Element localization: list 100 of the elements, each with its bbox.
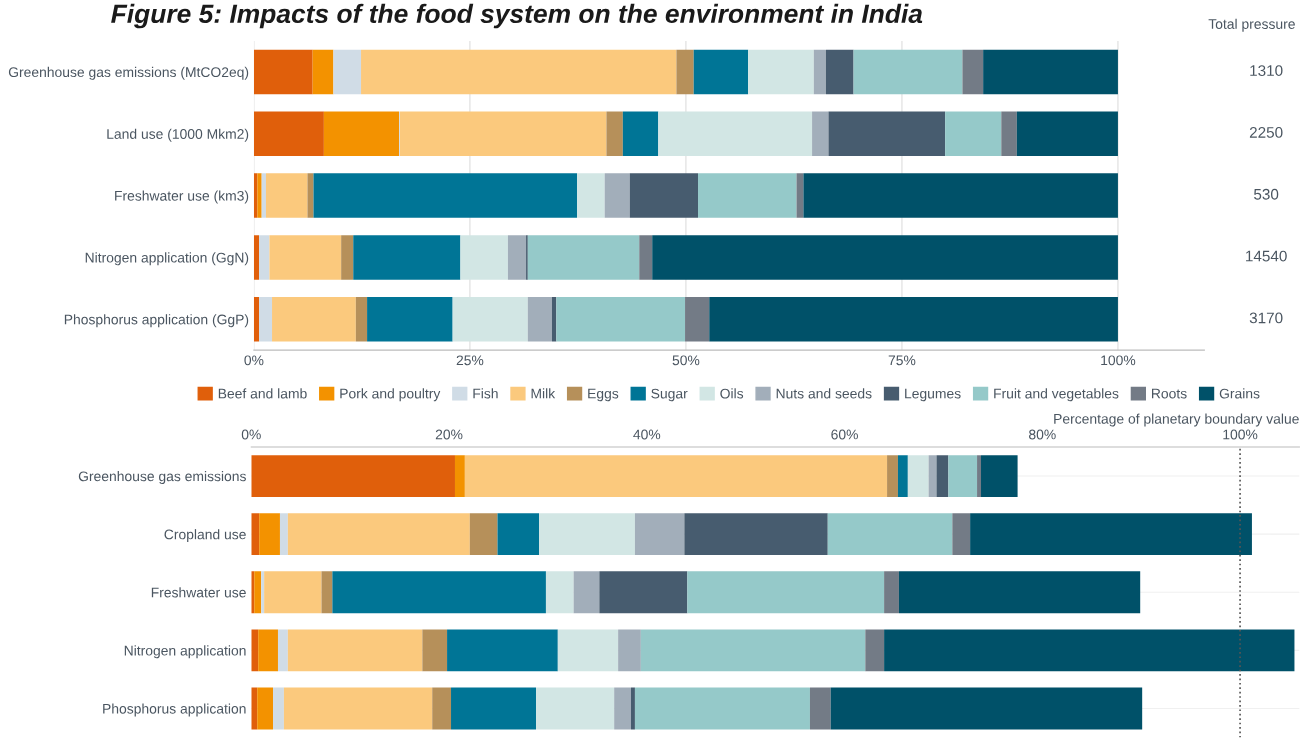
bar (977, 455, 982, 497)
legend-label: Milk (531, 388, 556, 399)
bar (676, 49, 694, 95)
x-axis-title: Percentage of planetary boundary value (1054, 413, 1299, 427)
bar (332, 571, 546, 614)
bar (687, 571, 885, 614)
bar (253, 296, 260, 342)
text: 2250 (1249, 127, 1283, 138)
bar (599, 571, 688, 614)
bar (361, 49, 677, 95)
bar (981, 455, 1018, 497)
x-tick-label: 100% (1101, 355, 1136, 366)
bar (970, 513, 1252, 556)
bar (536, 687, 615, 730)
text: 14540 (1246, 250, 1287, 262)
bar (273, 687, 284, 730)
bar (551, 296, 557, 342)
x-tick-label: 20% (435, 429, 463, 440)
bar (748, 49, 814, 95)
y-tick-label: Phosphorus application (103, 703, 246, 717)
bar (469, 513, 498, 556)
legend-label: Legumes (905, 388, 961, 402)
bar (928, 455, 937, 497)
legend-label: Sugar (651, 388, 688, 402)
bar (577, 173, 605, 218)
bar (630, 687, 635, 730)
y-tick-label: Greenhouse gas emissions (78, 471, 246, 484)
bar (272, 296, 356, 342)
bar (261, 571, 265, 614)
x-tick-label: 75% (888, 355, 916, 366)
bar (312, 49, 334, 95)
bar (853, 49, 963, 95)
bar (803, 173, 1118, 218)
bar (652, 235, 1118, 280)
bar (287, 629, 423, 672)
legend-label: Nuts and seeds (776, 388, 872, 399)
bar (355, 296, 368, 342)
x-tick-label: 0% (241, 429, 261, 440)
bar (907, 455, 929, 497)
bar (277, 629, 288, 672)
text: Total pressure (1208, 18, 1295, 32)
bar (813, 49, 826, 95)
y-tick-label: Cropland use (164, 529, 246, 543)
bar (422, 629, 448, 672)
bar (279, 513, 288, 556)
bar (1016, 111, 1118, 156)
bar (264, 571, 322, 614)
bar (962, 49, 984, 95)
bar (830, 687, 1143, 730)
bar (685, 296, 710, 342)
bar (254, 571, 262, 614)
bar (622, 111, 659, 156)
legend-label: Roots (1152, 388, 1187, 399)
bar (948, 455, 978, 497)
x-tick-label: 50% (672, 355, 700, 366)
bar (253, 111, 324, 156)
bar (604, 173, 630, 218)
bar (257, 173, 262, 218)
bar (606, 111, 623, 156)
bar (684, 513, 828, 556)
x-tick-label: 40% (633, 429, 661, 440)
chart-title: Figure 5: Impacts of the food system on the environment in India (111, 3, 923, 29)
bar (251, 455, 455, 497)
bar (253, 235, 260, 280)
bar (258, 629, 278, 672)
bar (307, 173, 314, 218)
bar (827, 513, 953, 556)
bar (812, 111, 829, 156)
bar (261, 173, 266, 218)
bar (898, 571, 1141, 614)
bar (447, 629, 558, 672)
bar (936, 455, 949, 497)
y-tick-label: Nitrogen application (124, 645, 246, 659)
bar (283, 687, 433, 730)
bar (265, 173, 308, 218)
bar (557, 629, 619, 672)
x-tick-label: 100% (1223, 429, 1258, 440)
bar (507, 235, 527, 280)
bar (709, 296, 1118, 342)
bar (313, 173, 578, 218)
legend-label: Oils (720, 388, 744, 399)
legend-label: Beef and lamb (218, 388, 307, 399)
x-tick-label: 25% (456, 355, 484, 366)
bar (259, 235, 270, 280)
bar (556, 296, 686, 342)
bar (341, 235, 354, 280)
bar (497, 513, 540, 556)
bar (884, 571, 899, 614)
legend-label: Fruit and vegetables (994, 388, 1119, 402)
bar (527, 235, 640, 280)
bar (884, 629, 1295, 672)
x-tick-label: 60% (831, 429, 858, 440)
bar (983, 49, 1118, 95)
bar (693, 49, 749, 95)
bar (253, 49, 313, 95)
y-tick-label: Freshwater use (151, 587, 246, 598)
bar (828, 111, 946, 156)
bar (454, 455, 465, 497)
bar (634, 513, 685, 556)
bar (698, 173, 797, 218)
